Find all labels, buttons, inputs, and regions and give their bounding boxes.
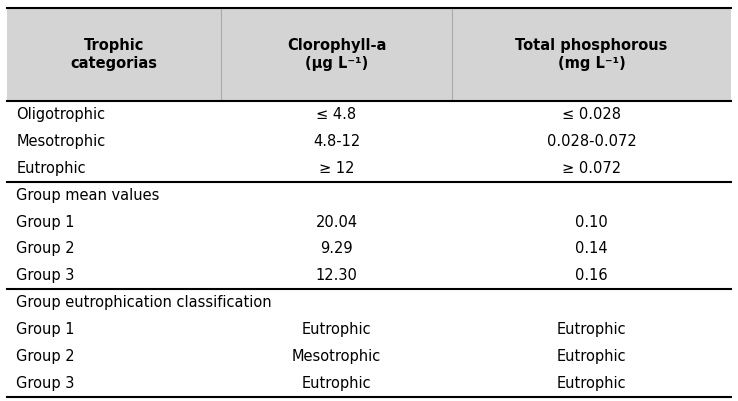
Text: 4.8-12: 4.8-12 [313,134,360,149]
Text: Mesotrophic: Mesotrophic [16,134,106,149]
Text: 9.29: 9.29 [320,241,353,257]
Text: 12.30: 12.30 [316,268,357,284]
Text: Mesotrophic: Mesotrophic [292,349,381,364]
Text: ≥ 0.072: ≥ 0.072 [562,161,621,176]
Text: Group 2: Group 2 [16,241,75,257]
Text: Eutrophic: Eutrophic [556,376,627,391]
Text: 0.16: 0.16 [575,268,607,284]
Text: ≥ 12: ≥ 12 [319,161,354,176]
Text: ≤ 4.8: ≤ 4.8 [317,107,356,122]
Text: Group 2: Group 2 [16,349,75,364]
Text: Clorophyll-a
(µg L⁻¹): Clorophyll-a (µg L⁻¹) [287,38,386,71]
Text: Oligotrophic: Oligotrophic [16,107,106,122]
Text: Group mean values: Group mean values [16,188,159,203]
Text: 0.10: 0.10 [575,215,608,230]
Text: Eutrophic: Eutrophic [556,322,627,337]
Text: Eutrophic: Eutrophic [302,322,371,337]
Text: Group 3: Group 3 [16,268,75,284]
Text: Group 1: Group 1 [16,322,75,337]
Text: Group eutrophication classification: Group eutrophication classification [16,295,272,310]
Text: Group 1: Group 1 [16,215,75,230]
Text: Eutrophic: Eutrophic [302,376,371,391]
Text: Total phosphorous
(mg L⁻¹): Total phosphorous (mg L⁻¹) [515,38,668,71]
Text: ≤ 0.028: ≤ 0.028 [562,107,621,122]
Bar [7,8,731,101]
Text: 0.028-0.072: 0.028-0.072 [547,134,636,149]
Text: Trophic
categorias: Trophic categorias [71,38,157,71]
Text: 20.04: 20.04 [315,215,357,230]
Text: 0.14: 0.14 [575,241,607,257]
Text: Eutrophic: Eutrophic [556,349,627,364]
Text: Eutrophic: Eutrophic [16,161,86,176]
Text: Group 3: Group 3 [16,376,75,391]
